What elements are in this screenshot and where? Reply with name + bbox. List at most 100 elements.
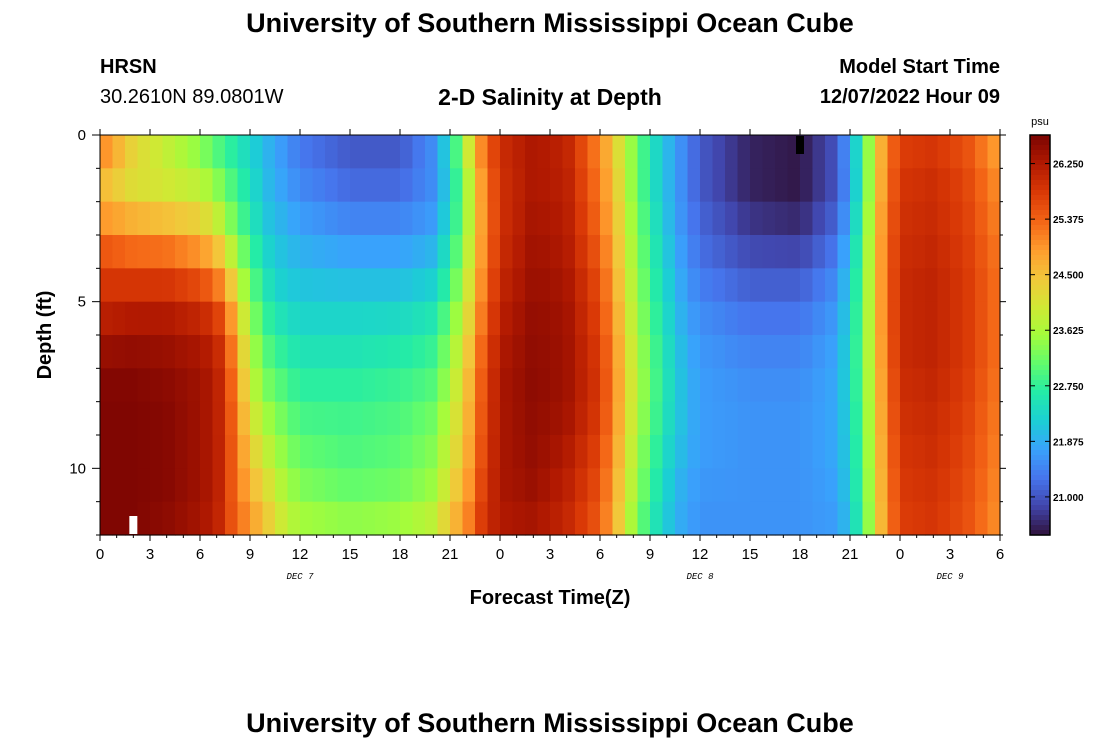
heatmap-cell	[375, 468, 389, 503]
heatmap-cell	[362, 401, 376, 436]
heatmap-cell	[525, 135, 539, 169]
colorbar-tick-label: 21.875	[1053, 437, 1084, 448]
x-tick-label: 6	[996, 546, 1004, 563]
colorbar-segment	[1030, 420, 1050, 426]
heatmap-cell	[762, 435, 776, 469]
heatmap-cell	[675, 435, 689, 469]
heatmap-cell	[750, 268, 764, 303]
heatmap-cell	[875, 201, 889, 236]
heatmap-cell	[437, 268, 451, 303]
heatmap-cell	[337, 401, 351, 436]
colorbar-segment	[1030, 480, 1050, 486]
heatmap-cell	[800, 301, 814, 336]
footer-title: University of Southern Mississippi Ocean…	[246, 708, 854, 738]
heatmap-cell	[812, 401, 826, 436]
heatmap-cell	[912, 135, 926, 169]
heatmap-cell	[425, 468, 439, 503]
heatmap-cell	[637, 468, 651, 503]
heatmap-cell	[462, 168, 476, 203]
heatmap-cell	[375, 135, 389, 169]
colorbar-segment	[1030, 140, 1050, 146]
heatmap-cell	[175, 401, 189, 436]
heatmap-cell	[862, 435, 876, 469]
heatmap-cell	[525, 435, 539, 469]
heatmap-cell	[300, 501, 314, 536]
heatmap-cell	[400, 435, 414, 469]
heatmap-cell	[575, 335, 589, 369]
colorbar-segment	[1030, 185, 1050, 191]
heatmap-cell	[637, 301, 651, 336]
x-tick-label: 3	[546, 546, 554, 563]
heatmap-cell	[137, 468, 151, 503]
heatmap-cell	[837, 168, 851, 203]
heatmap-cell	[587, 335, 601, 369]
heatmap-cell	[337, 201, 351, 236]
heatmap-cell	[350, 201, 364, 236]
colorbar-segment	[1030, 385, 1050, 391]
heatmap-cell	[975, 235, 989, 269]
heatmap-cell	[325, 201, 339, 236]
heatmap-cell	[387, 135, 401, 169]
heatmap-cell	[262, 201, 276, 236]
heatmap-cell	[637, 168, 651, 203]
heatmap-cell	[762, 135, 776, 169]
heatmap-cell	[375, 435, 389, 469]
heatmap-cell	[700, 168, 714, 203]
heatmap-cell	[587, 435, 601, 469]
colorbar-segment	[1030, 475, 1050, 481]
heatmap-cell	[462, 335, 476, 369]
model-start-value: 12/07/2022 Hour 09	[819, 86, 1000, 108]
heatmap-cell	[112, 335, 126, 369]
main-title: University of Southern Mississippi Ocean…	[246, 8, 854, 38]
heatmap-cell	[250, 335, 264, 369]
heatmap-cell	[825, 268, 839, 303]
heatmap-cell	[237, 435, 251, 469]
heatmap-cell	[712, 235, 726, 269]
heatmap-cell	[375, 301, 389, 336]
heatmap-cell	[975, 401, 989, 436]
heatmap-cell	[675, 301, 689, 336]
heatmap-cell	[850, 501, 864, 536]
heatmap-cell	[412, 435, 426, 469]
colorbar-segment	[1030, 230, 1050, 236]
heatmap-cell	[612, 501, 626, 536]
heatmap-cell	[987, 301, 1001, 336]
heatmap-cell	[975, 368, 989, 403]
colorbar-segment	[1030, 320, 1050, 326]
heatmap-cell	[437, 468, 451, 503]
heatmap-cell	[287, 368, 301, 403]
heatmap-cell	[775, 468, 789, 503]
heatmap-cell	[925, 235, 939, 269]
heatmap-cell	[387, 468, 401, 503]
colorbar-segment	[1030, 135, 1050, 141]
heatmap-cell	[850, 335, 864, 369]
heatmap-cell	[437, 135, 451, 169]
heatmap-cell	[150, 301, 164, 336]
heatmap-cell	[137, 501, 151, 536]
heatmap-cell	[150, 201, 164, 236]
heatmap-cell	[337, 301, 351, 336]
heatmap-cell	[837, 501, 851, 536]
heatmap-cell	[125, 335, 139, 369]
heatmap-cell	[912, 201, 926, 236]
heatmap-cell	[187, 501, 201, 536]
colorbar-segment	[1030, 325, 1050, 331]
heatmap-cell	[962, 301, 976, 336]
heatmap-cell	[325, 335, 339, 369]
heatmap-cell	[787, 468, 801, 503]
heatmap-cell	[500, 135, 514, 169]
heatmap-cell	[312, 435, 326, 469]
heatmap-cell	[562, 335, 576, 369]
heatmap-cell	[950, 435, 964, 469]
heatmap-cell	[587, 301, 601, 336]
heatmap-cell	[225, 468, 239, 503]
y-tick-label: 5	[78, 294, 86, 311]
heatmap-cell	[837, 401, 851, 436]
heatmap-cell	[712, 135, 726, 169]
heatmap-cell	[750, 168, 764, 203]
heatmap-cell	[312, 501, 326, 536]
heatmap-cell	[150, 268, 164, 303]
heatmap-cell	[925, 435, 939, 469]
heatmap-cell	[575, 368, 589, 403]
heatmap-cell	[987, 168, 1001, 203]
